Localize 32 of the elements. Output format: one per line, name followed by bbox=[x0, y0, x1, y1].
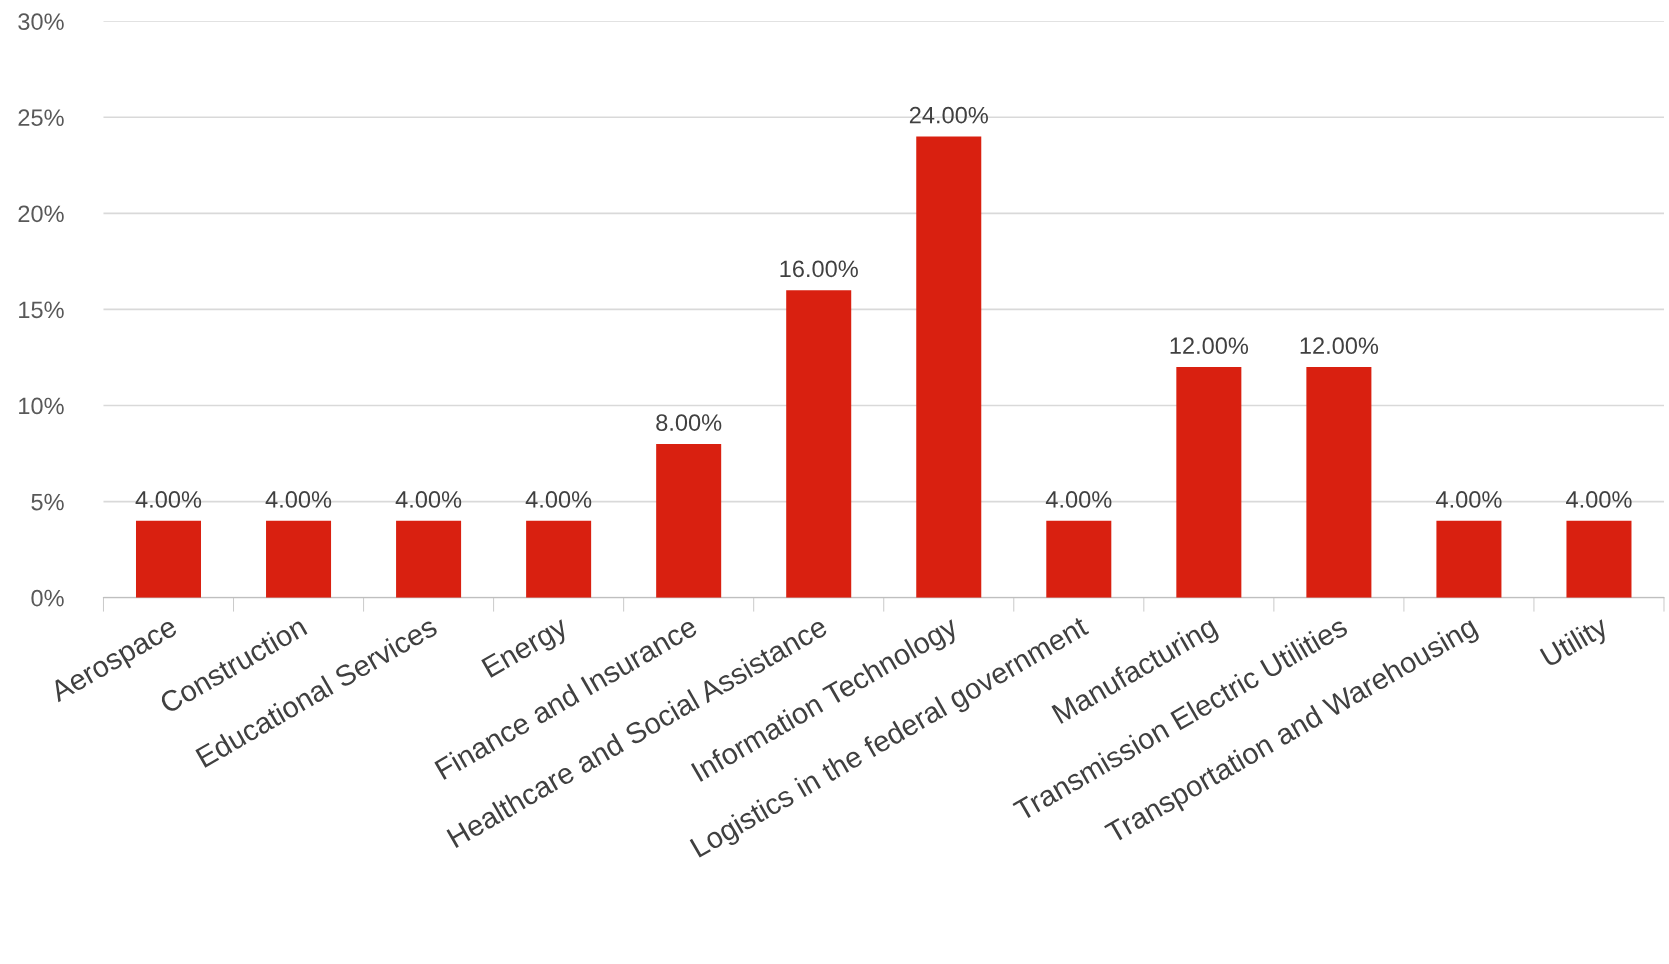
data-label: 12.00% bbox=[1170, 337, 1249, 355]
data-label: 4.00% bbox=[1045, 491, 1112, 508]
y-tick-label: 30% bbox=[18, 13, 64, 30]
data-label: 4.00% bbox=[1566, 491, 1632, 508]
y-tick-label: 0% bbox=[31, 589, 64, 607]
data-label: 4.00% bbox=[1436, 491, 1502, 508]
data-label: 4.00% bbox=[525, 491, 592, 508]
data-label: 4.00% bbox=[265, 491, 332, 508]
y-tick-label: 25% bbox=[18, 109, 64, 127]
y-tick-label: 15% bbox=[19, 301, 64, 319]
bar bbox=[396, 520, 462, 598]
data-label: 4.00% bbox=[395, 491, 462, 508]
data-label: 24.00% bbox=[909, 106, 988, 124]
bar bbox=[1306, 367, 1372, 598]
bar bbox=[526, 520, 592, 598]
bar bbox=[656, 443, 722, 598]
x-tick-label: Utility bbox=[1539, 614, 1613, 673]
data-label: 8.00% bbox=[656, 414, 722, 431]
data-label: 16.00% bbox=[780, 260, 858, 278]
bar bbox=[786, 290, 852, 598]
y-tick-label: 5% bbox=[31, 493, 64, 511]
y-tick-label: 10% bbox=[19, 397, 64, 415]
data-label: 12.00% bbox=[1300, 337, 1379, 355]
bar bbox=[1566, 520, 1632, 598]
bar bbox=[1046, 520, 1112, 598]
bar bbox=[135, 520, 202, 598]
bar bbox=[1436, 520, 1502, 598]
bar bbox=[266, 520, 332, 598]
y-tick-label: 20% bbox=[18, 205, 64, 223]
bar bbox=[916, 136, 982, 598]
bar bbox=[1176, 367, 1242, 598]
data-label: 4.00% bbox=[135, 491, 202, 508]
